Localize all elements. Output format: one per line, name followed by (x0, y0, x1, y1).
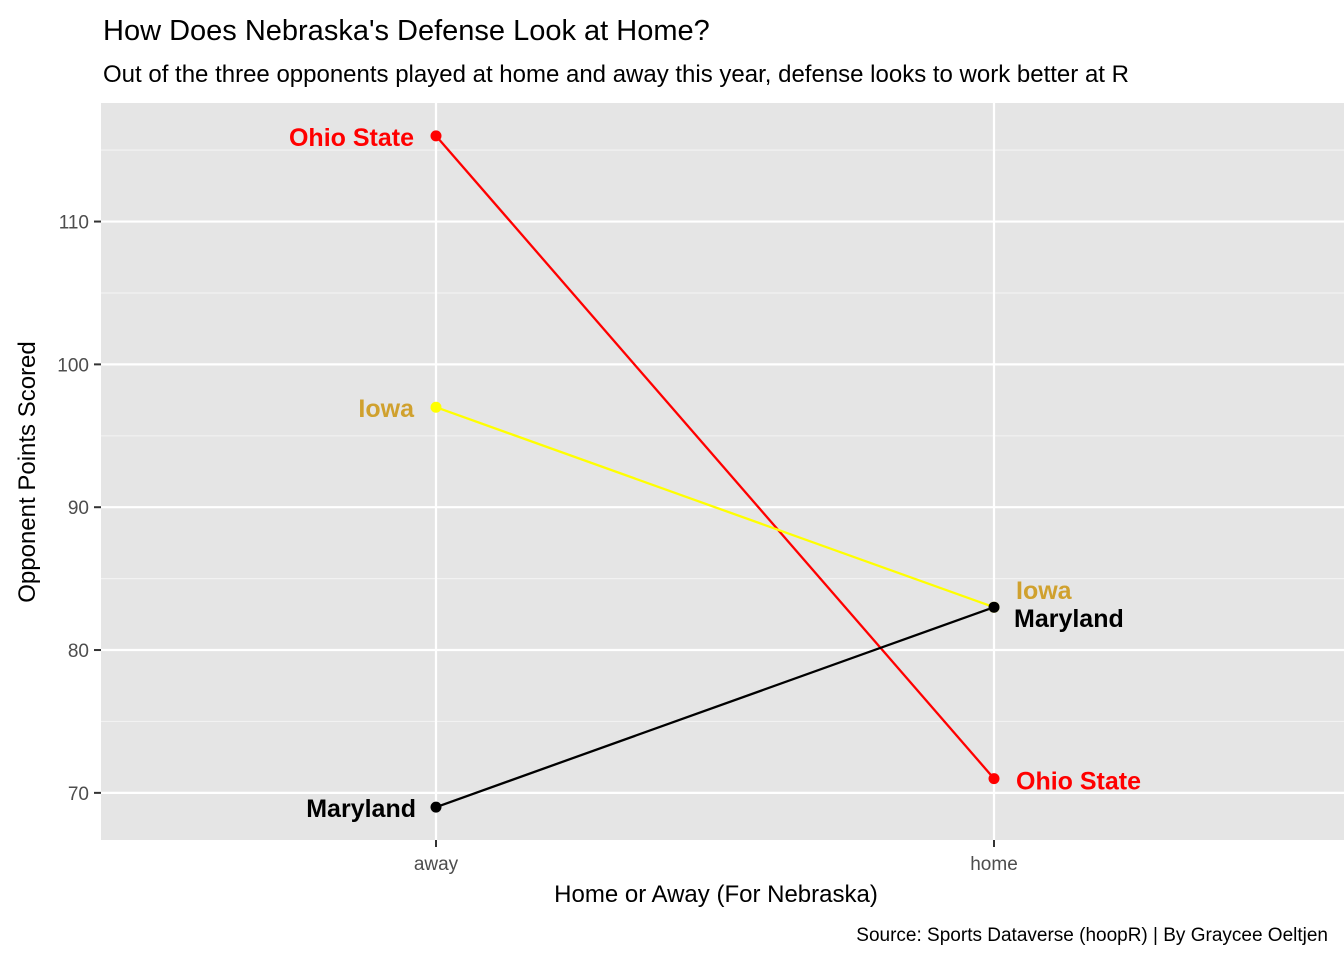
series-line (435, 135, 995, 780)
series-line (435, 406, 995, 609)
minor-gridlines (101, 149, 1344, 723)
series-points (430, 130, 1000, 813)
plot-panel (101, 103, 1344, 840)
chart-title: How Does Nebraska's Defense Look at Home… (103, 15, 710, 47)
x-tick-label: home (970, 854, 1018, 875)
point-label: Maryland (306, 795, 416, 823)
data-point (430, 801, 442, 813)
point-label: Ohio State (289, 124, 414, 152)
x-tick-label: away (414, 854, 459, 875)
y-tick-label: 100 (57, 355, 89, 376)
point-label: Iowa (358, 395, 415, 423)
point-label: Ohio State (1016, 768, 1141, 796)
y-tick-label: 90 (68, 498, 89, 519)
y-axis: 70 80 90 100 110 (57, 213, 101, 805)
y-tick-label: 110 (59, 213, 89, 234)
series-lines (435, 135, 995, 809)
major-gridlines (101, 103, 1344, 840)
data-point (988, 773, 1000, 785)
data-point (988, 601, 1000, 613)
data-point (430, 130, 442, 142)
chart-subtitle: Out of the three opponents played at hom… (103, 61, 1129, 88)
x-axis: away home (414, 840, 1018, 875)
point-label: Iowa (1016, 577, 1073, 605)
data-point (430, 401, 442, 413)
y-tick-label: 80 (68, 641, 89, 662)
y-tick-label: 70 (68, 784, 89, 805)
chart-caption: Source: Sports Dataverse (hoopR) | By Gr… (856, 925, 1328, 946)
x-axis-title: Home or Away (For Nebraska) (554, 881, 878, 908)
point-label: Maryland (1014, 605, 1124, 633)
y-axis-title: Opponent Points Scored (14, 341, 41, 603)
series-line (435, 606, 995, 809)
